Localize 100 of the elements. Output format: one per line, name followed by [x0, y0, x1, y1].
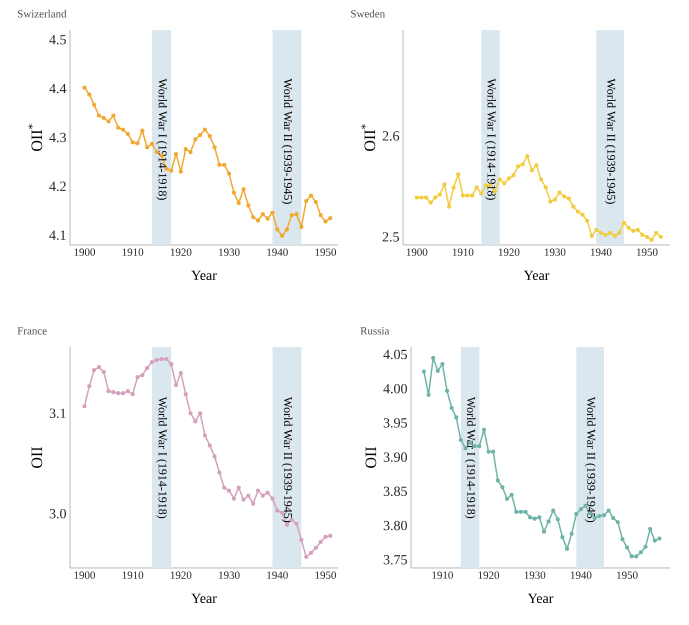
point — [602, 513, 606, 518]
point — [532, 516, 537, 521]
point — [232, 496, 236, 501]
point — [460, 193, 465, 198]
point — [539, 177, 544, 182]
point — [236, 486, 241, 490]
point — [511, 173, 516, 178]
point — [217, 470, 222, 475]
x-tick-label: 1900 — [406, 248, 428, 256]
y-tick-label: 4.00 — [383, 384, 407, 394]
point — [304, 554, 308, 559]
point — [530, 168, 534, 172]
point — [606, 508, 611, 513]
point — [251, 215, 256, 220]
point — [227, 172, 232, 176]
x-tick-label: 1950 — [315, 248, 336, 256]
y-tick-label: 4.3 — [49, 132, 66, 142]
point — [534, 163, 539, 168]
point — [323, 219, 328, 224]
point — [270, 496, 275, 501]
point — [96, 113, 101, 118]
point — [111, 390, 116, 394]
point — [440, 362, 444, 366]
point — [520, 162, 525, 166]
point — [256, 488, 260, 493]
y-tick-label: 4.2 — [49, 182, 66, 192]
point — [465, 193, 470, 198]
point — [178, 371, 183, 376]
point — [232, 190, 236, 195]
point — [145, 366, 150, 370]
point — [140, 128, 144, 133]
point — [514, 510, 518, 514]
x-tick-label: 1910 — [122, 248, 144, 256]
point — [452, 185, 456, 190]
point — [188, 411, 193, 416]
point — [640, 232, 644, 237]
point — [574, 512, 578, 516]
point — [150, 360, 154, 364]
point — [266, 216, 270, 221]
point — [256, 218, 260, 223]
point — [636, 228, 640, 232]
point — [528, 515, 532, 520]
point — [96, 365, 101, 370]
point — [625, 545, 630, 550]
x-tick-label: 1910 — [432, 572, 453, 579]
point — [284, 227, 289, 232]
point — [551, 508, 556, 513]
point — [585, 218, 590, 223]
x-tick-label: 1910 — [122, 572, 144, 579]
band-label: World War II (1939-1945) — [604, 78, 616, 204]
point — [246, 203, 250, 208]
point — [275, 508, 280, 513]
point — [626, 226, 631, 230]
x-tick-label: 1920 — [478, 572, 500, 579]
point — [648, 526, 652, 532]
point — [188, 150, 193, 154]
point — [294, 522, 299, 526]
point — [570, 532, 574, 536]
point — [260, 494, 265, 498]
point — [548, 200, 552, 204]
point — [498, 177, 502, 182]
point — [106, 389, 111, 394]
point — [510, 492, 514, 497]
x-tick-label: 1940 — [267, 248, 288, 256]
point — [241, 187, 246, 192]
point — [328, 534, 332, 538]
point — [130, 392, 135, 396]
x-tick-label: 1940 — [590, 248, 612, 256]
point — [135, 375, 140, 380]
point — [516, 164, 520, 168]
point — [160, 356, 164, 362]
point — [438, 192, 442, 197]
point — [456, 172, 460, 176]
point — [212, 454, 217, 459]
point — [566, 196, 571, 201]
point — [116, 391, 120, 396]
x-tick-label: 1950 — [617, 572, 638, 579]
point — [518, 510, 523, 514]
point — [477, 444, 482, 448]
x-axis-title: Year — [528, 594, 554, 604]
point — [491, 450, 496, 454]
point — [523, 510, 528, 514]
point — [422, 370, 426, 374]
point — [120, 391, 126, 396]
point — [308, 550, 314, 555]
point — [294, 212, 299, 216]
point — [644, 234, 650, 239]
point — [565, 546, 570, 551]
point — [174, 383, 178, 388]
point — [557, 190, 562, 195]
point — [654, 230, 658, 235]
x-tick-label: 1950 — [315, 572, 336, 579]
point — [426, 392, 431, 397]
y-axis-title: OII$^{*}$ — [362, 124, 376, 151]
point — [202, 433, 208, 438]
band-label: World War II (1939-1945) — [282, 78, 292, 204]
y-axis-title: OII — [366, 446, 376, 468]
point — [236, 200, 241, 206]
point — [120, 128, 126, 132]
band-label: World War I (1914-1918) — [156, 78, 168, 200]
